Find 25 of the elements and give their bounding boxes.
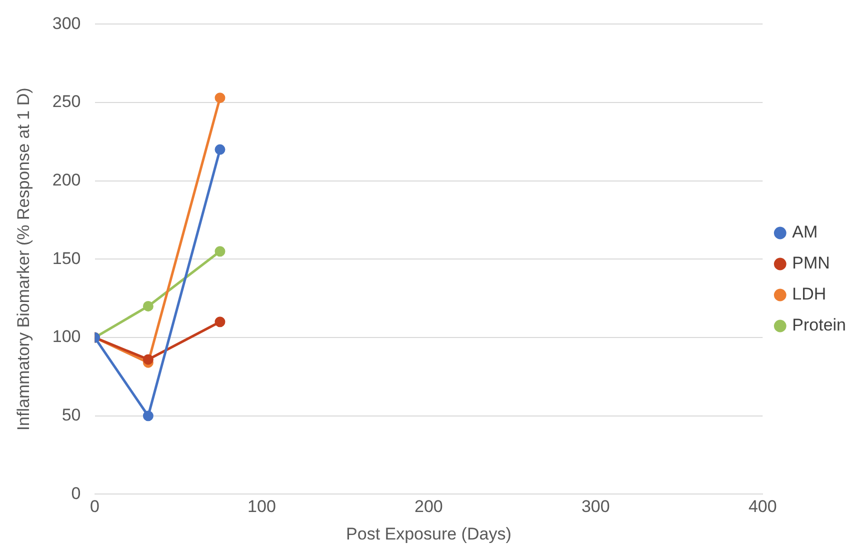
y-tick-label: 0: [71, 484, 81, 503]
y-tick-label: 250: [52, 92, 81, 112]
legend-label: LDH: [792, 284, 826, 304]
y-tick-label: 50: [62, 406, 81, 425]
point: [142, 300, 154, 312]
y-tick-label: 300: [52, 14, 81, 33]
point: [214, 316, 226, 328]
point: [142, 354, 154, 365]
x-tick-label: 0: [90, 497, 100, 516]
point: [142, 410, 154, 422]
legend-label: PMN: [792, 254, 830, 273]
point: [214, 92, 226, 104]
y-tick-label: 100: [52, 327, 81, 346]
y-axis-title: Inflammatory Biomarker (% Response at 1 D): [14, 88, 33, 431]
legend-label: Protein: [792, 316, 846, 335]
y-tick-label: 200: [52, 170, 81, 190]
x-tick-label: 300: [581, 497, 610, 516]
y-tick-label: 150: [52, 248, 81, 268]
x-tick-label: 100: [248, 497, 276, 516]
point: [214, 144, 226, 155]
point: [214, 246, 226, 257]
x-axis-title: Post Exposure (Days): [346, 524, 512, 544]
x-tick-label: 400: [748, 497, 777, 516]
legend-label: AM: [792, 222, 818, 242]
x-tick-label: 200: [414, 497, 443, 516]
